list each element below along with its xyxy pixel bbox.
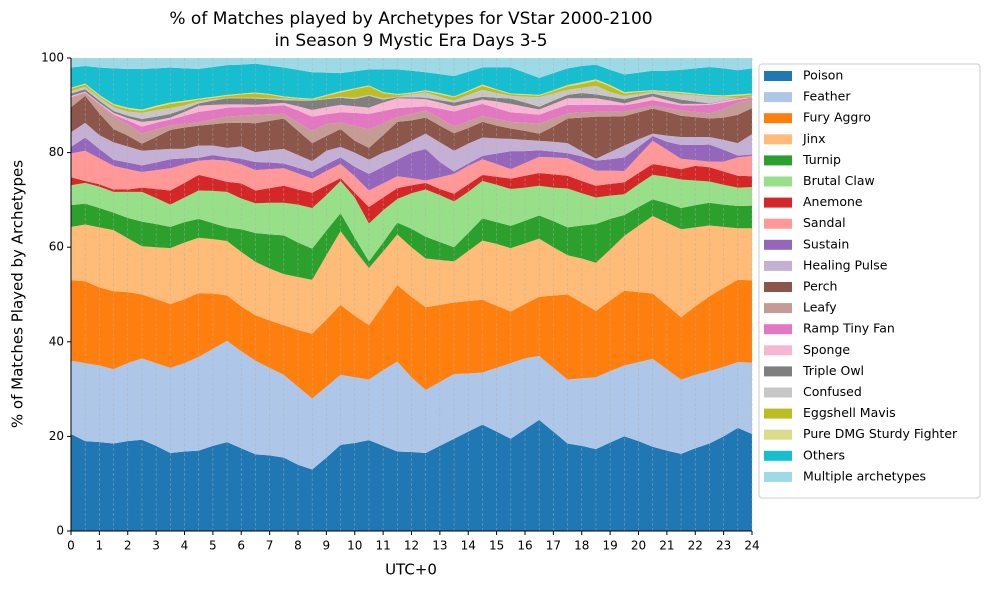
x-tick-label: 15 — [489, 539, 504, 553]
legend-label: Fury Aggro — [803, 110, 871, 125]
x-tick-label: 22 — [688, 539, 703, 553]
legend-swatch — [764, 176, 792, 187]
x-tick-label: 7 — [266, 539, 274, 553]
legend-label: Others — [803, 447, 845, 462]
x-tick-label: 14 — [461, 539, 476, 553]
legend-swatch — [764, 366, 792, 377]
legend-swatch — [764, 239, 792, 250]
area — [71, 85, 752, 120]
legend-swatch — [764, 282, 792, 292]
y-tick-label: 20 — [49, 429, 64, 443]
y-tick-label: 100 — [41, 51, 64, 65]
legend-swatch — [764, 218, 792, 229]
x-tick-label: 5 — [209, 539, 217, 553]
x-tick-label: 6 — [237, 539, 245, 553]
legend-label: Eggshell Mavis — [803, 405, 896, 420]
legend-label: Sandal — [803, 215, 846, 230]
legend-label: Triple Owl — [802, 363, 864, 378]
legend-label: Feather — [803, 89, 851, 104]
area — [71, 140, 752, 207]
legend: Poison Feather Fury Aggro Jinx Turnip Brutal … — [758, 63, 981, 499]
x-tick-label: 16 — [517, 539, 532, 553]
area — [71, 163, 752, 224]
legend-label: Anemone — [803, 194, 863, 209]
y-tick-label: 60 — [49, 240, 64, 254]
y-axis-label: % of Matches Played by Archetypes — [9, 160, 27, 428]
chart-title: % of Matches played by Archetypes for VS… — [169, 9, 652, 29]
x-tick-label: 1 — [96, 539, 104, 553]
legend-swatch — [764, 197, 792, 208]
chart-title: in Season 9 Mystic Era Days 3-5 — [274, 31, 547, 51]
x-tick-label: 8 — [294, 539, 302, 553]
legend-label: Perch — [803, 279, 837, 294]
legend-swatch — [764, 429, 792, 440]
legend-swatch — [764, 450, 792, 461]
x-tick-label: 20 — [631, 539, 646, 553]
x-tick-label: 17 — [546, 539, 561, 553]
x-tick-label: 18 — [574, 539, 589, 553]
legend-swatch — [764, 387, 792, 398]
y-tick-label: 40 — [49, 334, 64, 348]
legend-swatch — [764, 303, 792, 314]
x-tick-label: 11 — [375, 539, 390, 553]
legend-frame — [758, 63, 981, 499]
legend-label: Poison — [803, 68, 843, 83]
x-tick-label: 4 — [181, 539, 189, 553]
x-tick-label: 23 — [716, 539, 731, 553]
x-tick-label: 0 — [67, 539, 75, 553]
legend-swatch — [764, 155, 792, 166]
legend-swatch — [764, 260, 792, 271]
legend-swatch — [764, 113, 792, 124]
x-tick-label: 12 — [404, 539, 419, 553]
x-tick-label: 13 — [432, 539, 447, 553]
legend-label: Healing Pulse — [803, 257, 888, 272]
legend-swatch — [764, 92, 792, 103]
area — [71, 58, 752, 78]
y-tick-label: 80 — [49, 145, 64, 159]
legend-label: Brutal Claw — [803, 173, 875, 188]
legend-label: Leafy — [803, 300, 837, 315]
area — [71, 89, 752, 122]
legend-label: Ramp Tiny Fan — [803, 321, 895, 336]
y-tick-label: 0 — [56, 524, 64, 538]
x-tick-label: 2 — [124, 539, 132, 553]
x-tick-label: 21 — [659, 539, 674, 553]
legend-swatch — [764, 471, 792, 482]
legend-swatch — [764, 345, 792, 356]
x-tick-label: 19 — [602, 539, 617, 553]
x-tick-label: 24 — [744, 539, 759, 553]
x-tick-label: 9 — [323, 539, 331, 553]
legend-swatch — [764, 408, 792, 419]
legend-swatch — [764, 324, 792, 335]
legend-label: Turnip — [802, 152, 841, 167]
legend-label: Sponge — [803, 342, 850, 357]
legend-swatch — [764, 134, 792, 145]
legend-label: Pure DMG Sturdy Fighter — [803, 426, 958, 441]
x-tick-label: 3 — [152, 539, 160, 553]
x-axis-label: UTC+0 — [385, 561, 437, 579]
legend-swatch — [764, 71, 792, 81]
legend-label: Sustain — [803, 236, 849, 251]
x-tick-label: 10 — [347, 539, 362, 553]
legend-label: Jinx — [802, 131, 825, 146]
legend-label: Multiple archetypes — [803, 468, 926, 483]
legend-label: Confused — [803, 384, 862, 399]
